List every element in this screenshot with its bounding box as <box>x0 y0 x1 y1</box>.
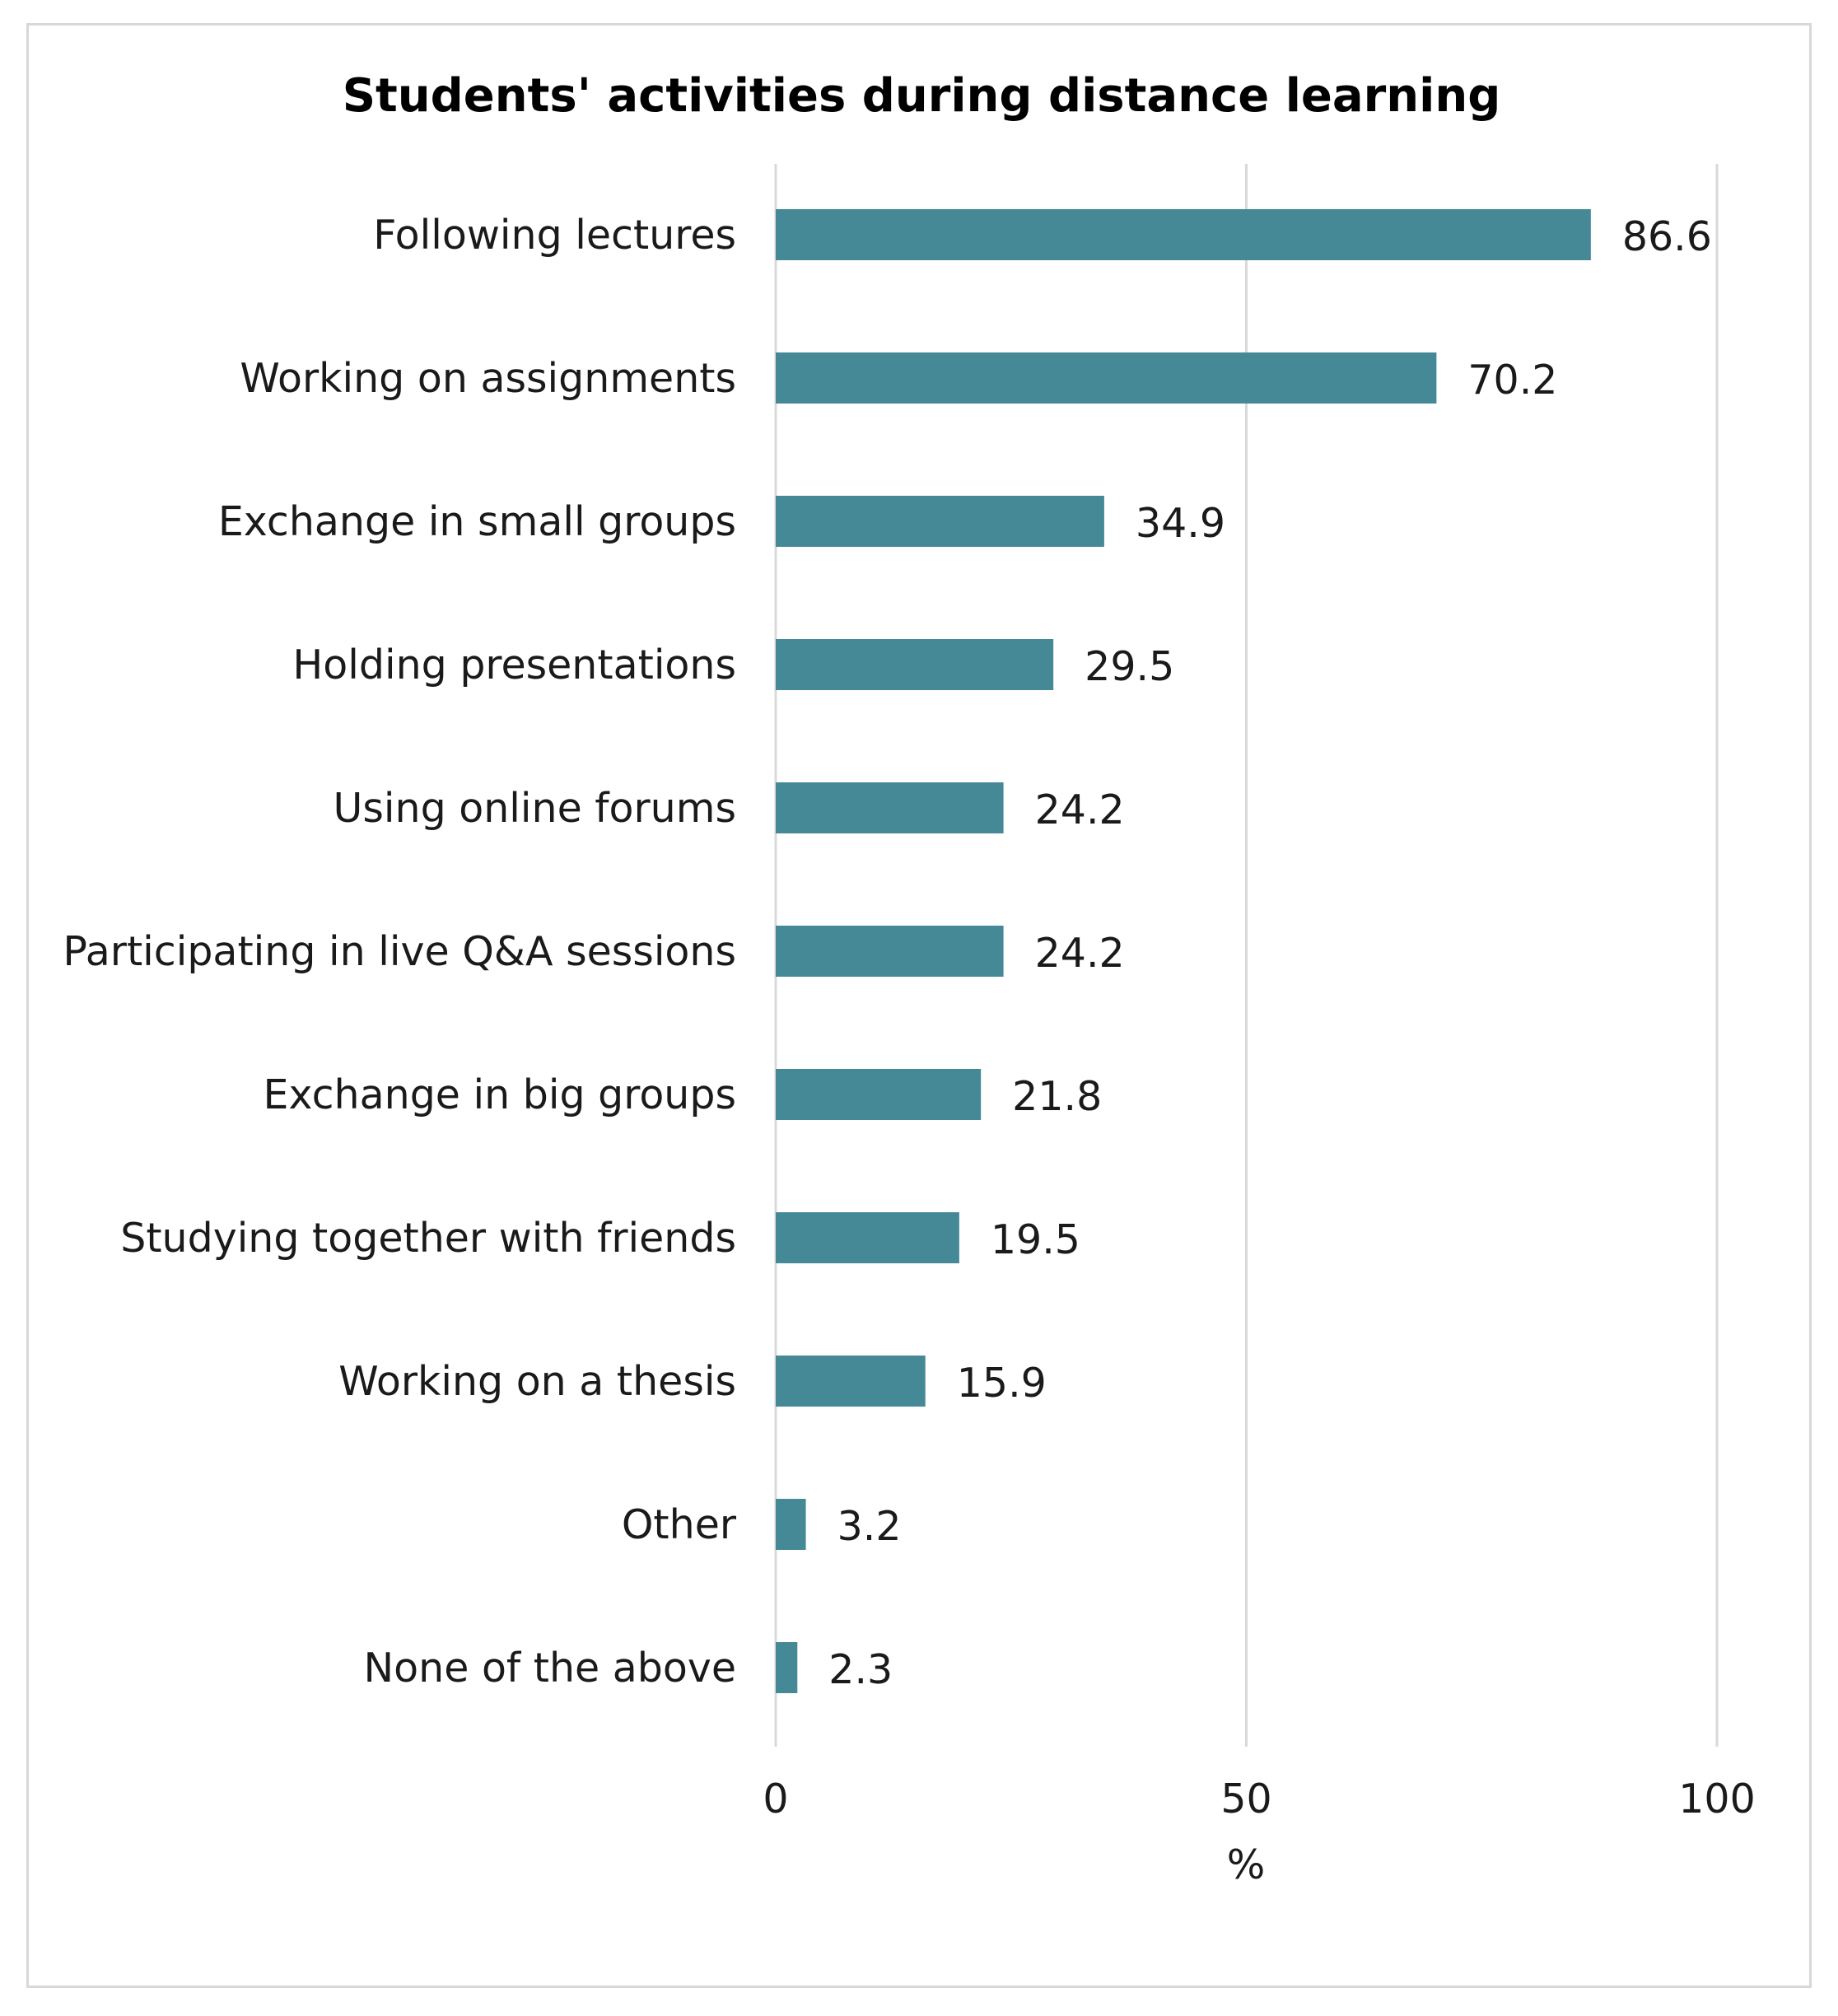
value-label: 86.6 <box>1622 213 1712 260</box>
value-label: 34.9 <box>1136 500 1225 547</box>
bar <box>776 1356 926 1407</box>
value-label: 29.5 <box>1085 643 1174 690</box>
category-label: Using online forums <box>334 785 736 832</box>
bar <box>776 496 1104 547</box>
category-label: Other <box>622 1501 737 1548</box>
bar <box>776 1212 959 1263</box>
bar <box>776 1069 982 1120</box>
category-labels: Following lectures Working on assignments… <box>63 212 736 1692</box>
category-label: Exchange in big groups <box>264 1071 736 1118</box>
value-labels: 86.6 70.2 34.9 29.5 24.2 24.2 21.8 19.5 15.9 3.2 2… <box>828 213 1712 1693</box>
bar <box>776 639 1054 690</box>
value-label: 2.3 <box>828 1646 893 1693</box>
category-label: Participating in live Q&A sessions <box>63 928 736 975</box>
category-label: None of the above <box>364 1645 736 1692</box>
value-label: 24.2 <box>1035 930 1125 977</box>
value-label: 19.5 <box>991 1216 1080 1263</box>
x-axis-title: % <box>1227 1841 1266 1888</box>
x-tick-label: 50 <box>1220 1776 1271 1822</box>
bar <box>776 352 1437 404</box>
category-label: Studying together with friends <box>120 1215 736 1262</box>
chart-title: Students' activities during distance lea… <box>343 69 1501 123</box>
category-label: Working on a thesis <box>338 1358 736 1405</box>
bar <box>776 1499 806 1550</box>
x-tick-label: 0 <box>763 1776 788 1822</box>
category-label: Holding presentations <box>292 642 736 688</box>
value-label: 24.2 <box>1035 786 1125 833</box>
category-label: Working on assignments <box>240 355 736 402</box>
bar <box>776 782 1004 833</box>
bar <box>776 1642 798 1693</box>
x-axis-ticks: 0 50 100 <box>763 1776 1755 1822</box>
value-label: 3.2 <box>837 1503 902 1550</box>
chart-frame: Students' activities during distance lea… <box>26 23 1812 1988</box>
bar <box>776 209 1591 260</box>
category-label: Following lectures <box>373 212 736 259</box>
category-label: Exchange in small groups <box>218 498 736 545</box>
value-label: 70.2 <box>1467 357 1557 404</box>
bars <box>776 209 1591 1693</box>
bar-chart: Students' activities during distance lea… <box>63 69 1755 1888</box>
value-label: 15.9 <box>957 1360 1047 1407</box>
bar <box>776 926 1004 977</box>
x-tick-label: 100 <box>1678 1776 1756 1822</box>
value-label: 21.8 <box>1012 1073 1102 1120</box>
